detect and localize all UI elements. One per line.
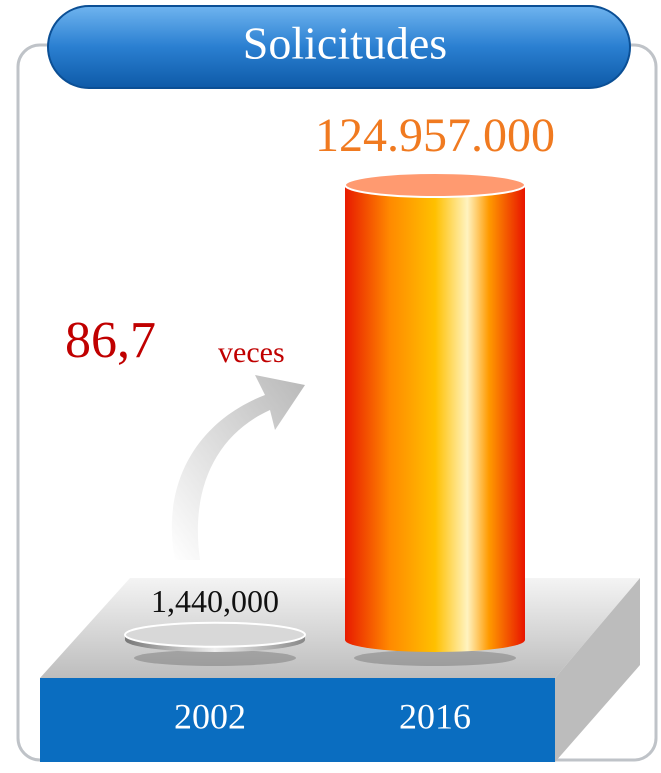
chart: Solicitudes 86,7 veces 1,440,000 2002 124.… (0, 0, 661, 768)
bar (345, 185, 525, 652)
bar-top (125, 623, 305, 647)
x-tick-label: 2002 (174, 696, 246, 736)
bar-top (345, 173, 525, 197)
page: Solicitudes 86,7 veces 1,440,000 2002 124.… (0, 0, 661, 768)
platform-front (40, 678, 555, 762)
bar-shadow (354, 650, 516, 666)
value-label: 1,440,000 (151, 583, 279, 619)
annotation-unit: veces (218, 336, 285, 369)
value-label: 124.957.000 (315, 109, 555, 162)
bar-shadow (134, 650, 296, 666)
x-tick-label: 2016 (399, 696, 471, 736)
chart-title: Solicitudes (243, 18, 447, 69)
platform-top (40, 578, 640, 678)
annotation-number: 86,7 (65, 312, 156, 369)
